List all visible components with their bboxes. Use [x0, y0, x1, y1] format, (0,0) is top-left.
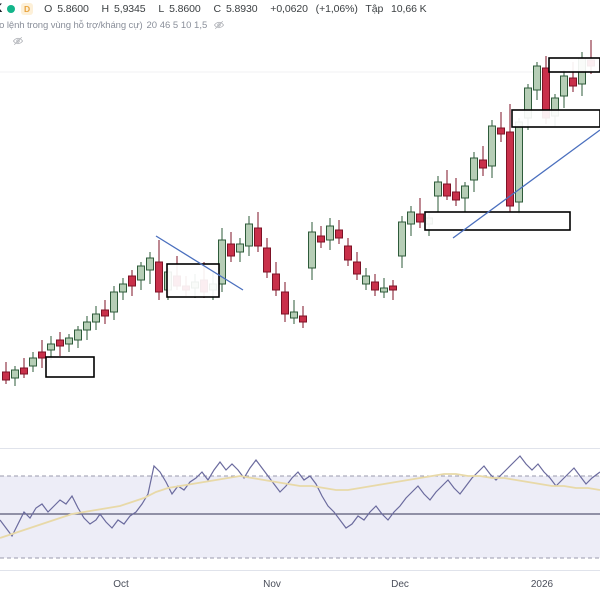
candle-body: [533, 65, 541, 91]
symbol-label[interactable]: K: [0, 3, 2, 15]
candle-body: [452, 191, 460, 201]
time-axis-tick: Nov: [263, 579, 281, 590]
candle-body: [128, 275, 136, 287]
time-axis-tick: Dec: [391, 579, 409, 590]
indicator-params: 20 46 5 10 1,5: [146, 19, 208, 31]
candle-body: [461, 185, 469, 199]
candle-body: [245, 223, 253, 247]
resistance-box-top[interactable]: [548, 57, 600, 73]
candle-body: [83, 321, 91, 331]
eye-off-icon[interactable]: [213, 19, 225, 31]
descending-trendline[interactable]: [155, 235, 244, 291]
candle-body: [11, 369, 19, 379]
ascending-trendline[interactable]: [452, 129, 600, 239]
candle-body: [2, 371, 10, 381]
volume-label: Tập: [365, 2, 384, 15]
timeframe-badge[interactable]: D: [21, 2, 34, 15]
candle-body: [407, 211, 415, 225]
ohlc-values: O 5.8600 H 5,9345 L 5.8600 C 5.8930 +0,0620 …: [44, 3, 431, 15]
candle-body: [326, 225, 334, 241]
candle-body: [497, 127, 505, 135]
candle-body: [74, 329, 82, 341]
candle-body: [371, 281, 379, 291]
candle-body: [65, 337, 73, 345]
indicator-name[interactable]: ào lệnh trong vùng hỗ trợ/kháng cự): [0, 19, 143, 31]
candle-body: [137, 265, 145, 281]
candle-body: [47, 343, 55, 351]
change-value: +0,0620: [270, 2, 308, 15]
price-chart-pane[interactable]: [0, 0, 600, 448]
candle-body: [56, 339, 64, 347]
candle-body: [38, 351, 46, 359]
time-axis-tick: Oct: [113, 579, 129, 590]
candle-body: [389, 285, 397, 291]
time-axis-tick: 2026: [530, 579, 554, 590]
consolidation-box[interactable]: [166, 263, 220, 298]
candle-body: [344, 245, 352, 261]
candle-body: [569, 77, 577, 87]
open-value: O 5.8600: [44, 2, 89, 15]
legend-row-price[interactable]: K D O5.8600 H5,9345 L5.8600 C5.8930 +0,0…: [0, 0, 600, 17]
candle-body: [110, 291, 118, 313]
candle-body: [290, 311, 298, 319]
candle-body: [470, 157, 478, 181]
candle-body: [560, 75, 568, 97]
price-chart-svg[interactable]: [0, 0, 600, 448]
eye-off-icon[interactable]: [12, 35, 24, 47]
low-value: L 5.8600: [158, 2, 201, 15]
candle-body: [29, 357, 37, 367]
volume-value: 10,66 K: [391, 2, 427, 15]
candle-body: [227, 243, 235, 257]
candle-body: [398, 221, 406, 257]
candle-body: [254, 227, 262, 247]
candle-body: [506, 131, 514, 207]
trendline-drawings[interactable]: [155, 129, 600, 291]
candle-body: [218, 239, 226, 285]
candle-body: [416, 213, 424, 223]
candle-body: [353, 261, 361, 275]
rectangle-drawings[interactable]: [45, 57, 600, 378]
candle-body: [362, 275, 370, 285]
candle-body: [308, 231, 316, 269]
candle-body: [317, 235, 325, 243]
candle-body: [281, 291, 289, 315]
candle-body: [146, 257, 154, 271]
candle-body: [155, 261, 163, 293]
resistance-box-up1[interactable]: [511, 109, 600, 128]
chart-legend: K D O5.8600 H5,9345 L5.8600 C5.8930 +0,0…: [0, 0, 600, 49]
candle-body: [263, 247, 271, 273]
legend-row-indicator-2[interactable]: [0, 33, 600, 49]
candle-body: [479, 159, 487, 169]
legend-row-indicator[interactable]: ào lệnh trong vùng hỗ trợ/kháng cự) 20 4…: [0, 17, 600, 33]
oscillator-pane[interactable]: [0, 448, 600, 570]
candle-body: [380, 287, 388, 293]
candle-body: [92, 313, 100, 323]
time-axis[interactable]: Oct Nov Dec 2026: [0, 570, 600, 601]
candle-body: [272, 273, 280, 291]
green-dot-icon: [7, 4, 16, 13]
change-percent: (+1,06%): [315, 2, 358, 15]
oscillator-band: [0, 476, 600, 558]
candle-body: [443, 183, 451, 197]
candle-body: [236, 243, 244, 253]
candle-body: [488, 125, 496, 167]
candle-body: [101, 309, 109, 317]
resistance-box-mid[interactable]: [424, 211, 571, 231]
oscillator-svg[interactable]: [0, 448, 600, 570]
oscillator-series: [0, 455, 600, 539]
candle-body: [20, 367, 28, 375]
close-value: C 5.8930: [213, 2, 258, 15]
oscillator-line-rsi-ma: [0, 473, 600, 539]
high-value: H 5,9345: [101, 2, 146, 15]
candlestick-series: [2, 40, 595, 386]
support-box-left[interactable]: [45, 356, 95, 378]
candle-body: [119, 283, 127, 293]
candle-body: [299, 315, 307, 323]
oscillator-band-fill: [0, 476, 600, 558]
candle-body: [335, 229, 343, 239]
pane-separator: [0, 448, 600, 449]
candle-body: [434, 181, 442, 197]
